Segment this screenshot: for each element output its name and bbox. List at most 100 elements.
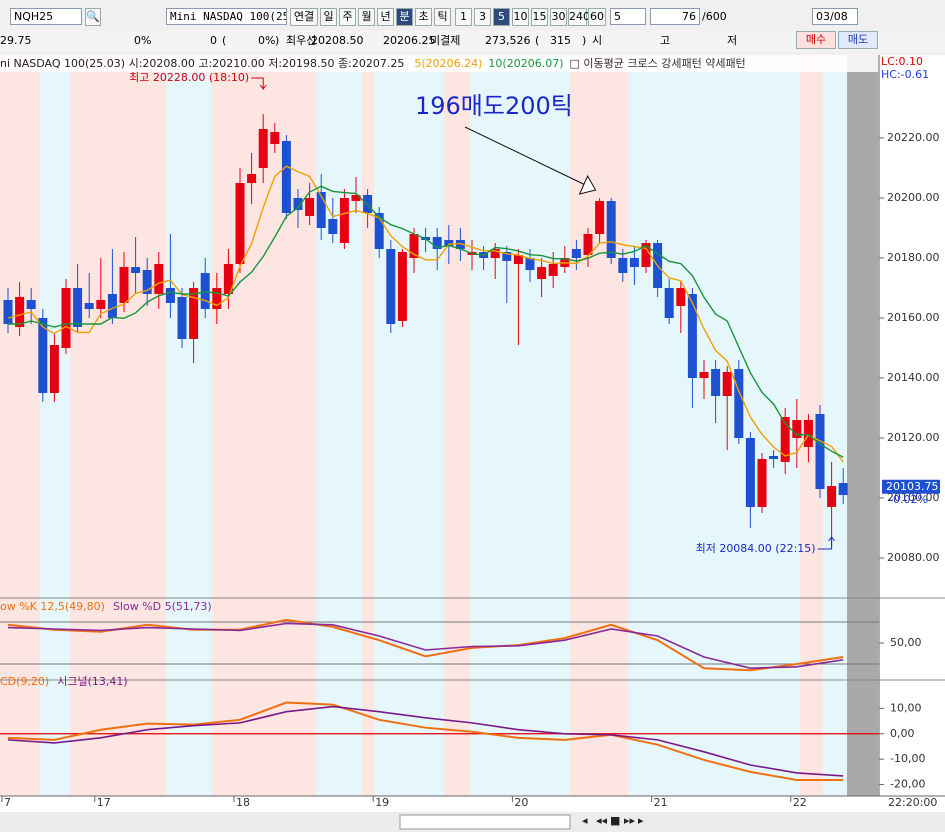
unit-button[interactable]: 주	[339, 8, 356, 26]
code-input[interactable]: NQH25	[10, 8, 82, 25]
ma-line	[7, 165, 844, 463]
indicator-line	[7, 705, 844, 777]
unit-button[interactable]: 년	[377, 8, 394, 26]
session-band	[362, 55, 374, 796]
chart-title: ni NASDAQ 100(25.03) 시:20208.00 고:20210.…	[0, 56, 746, 70]
session-band	[212, 55, 316, 796]
x-tick-label: 19	[375, 796, 389, 809]
open-label: 시	[592, 34, 603, 47]
y-tick-label: 20080.00	[887, 551, 940, 564]
y-tick-label: 10,00	[890, 701, 922, 714]
legend-entry: 5(20206.24)	[414, 57, 482, 70]
sell-button[interactable]: 매도	[838, 31, 878, 49]
period-button[interactable]: 5	[493, 8, 510, 26]
candle-body	[73, 288, 83, 327]
indicator-line	[7, 622, 844, 670]
candle-body	[815, 414, 825, 489]
indicator-line	[7, 618, 844, 672]
candle-body	[328, 219, 338, 234]
x-tick-label: 18	[236, 796, 250, 809]
candle-body	[119, 267, 129, 303]
period-button[interactable]: 10	[512, 8, 529, 26]
last-price: 20103.75	[886, 480, 939, 493]
best-ask: 20206.25	[383, 34, 436, 47]
future-area	[847, 55, 878, 796]
candle-body	[235, 183, 245, 264]
note-arrow	[464, 126, 592, 189]
candle-body	[15, 297, 25, 327]
legend-entry: 시그널(13,41)	[57, 675, 127, 688]
candle-body	[676, 288, 686, 306]
period-button[interactable]: 1	[455, 8, 472, 26]
candle-body	[212, 288, 222, 309]
legend-entry: 10(20206.07)	[488, 57, 563, 70]
paren: )	[275, 34, 280, 47]
x-tick-label: 20	[514, 796, 528, 809]
header-band	[0, 55, 880, 72]
candle-body	[154, 264, 164, 294]
candle-body	[374, 213, 384, 249]
candle-body	[281, 141, 291, 213]
low-annotation: 최저 20084.00 (22:15)	[696, 542, 816, 555]
nav-button[interactable]: ▸	[638, 814, 644, 827]
y-tick-label: 20140.00	[887, 371, 940, 384]
period-button[interactable]: 60	[588, 8, 606, 26]
best-bid: 20208.50	[311, 34, 364, 47]
period-button[interactable]: 240	[568, 8, 590, 26]
candle-body	[606, 201, 616, 258]
vol-pct: 0%	[258, 34, 276, 47]
candle-body	[757, 459, 767, 507]
nav-button[interactable]: ◂	[582, 814, 588, 827]
buy-button[interactable]: 매수	[796, 31, 836, 49]
scroll-thumb[interactable]	[399, 814, 571, 830]
period-button[interactable]: 3	[474, 8, 491, 26]
count-input[interactable]: 76	[650, 8, 700, 25]
unit-button[interactable]: 분	[396, 8, 413, 26]
period-select[interactable]: 5	[610, 8, 646, 25]
unit-button[interactable]: 월	[358, 8, 375, 26]
search-button[interactable]: 🔍	[85, 8, 101, 26]
candle-body	[26, 300, 36, 309]
date-input[interactable]: 03/08	[812, 8, 858, 25]
unit-button[interactable]: 초	[415, 8, 432, 26]
x-axis-band	[0, 796, 945, 812]
y-tick-label: 50,00	[890, 636, 922, 649]
candle-body	[200, 273, 210, 309]
oi-change: 315	[550, 34, 571, 47]
candle-body	[618, 258, 628, 273]
candle-body	[305, 198, 315, 216]
last-change: -0.02%	[889, 493, 928, 506]
candle-body	[96, 300, 106, 309]
candle-body	[827, 486, 837, 507]
paren: )	[582, 34, 587, 47]
session-band	[70, 55, 166, 796]
candle-body	[3, 300, 13, 324]
nav-button[interactable]: ◂◂	[596, 814, 608, 827]
candle-body	[131, 267, 141, 273]
ma-line	[8, 185, 844, 458]
unit-button[interactable]: 틱	[434, 8, 451, 26]
period-button[interactable]: 15	[531, 8, 548, 26]
unit-button[interactable]: 일	[320, 8, 337, 26]
session-band	[570, 55, 628, 796]
low-label: 저	[727, 34, 738, 47]
high-label: 고	[660, 34, 671, 47]
unit-button[interactable]: 연결	[290, 8, 318, 26]
candle-body	[223, 264, 233, 294]
candle-body	[699, 372, 709, 378]
best-label: 최우선	[286, 34, 317, 47]
candle-body	[548, 264, 558, 276]
nav-button[interactable]: ■	[610, 814, 620, 827]
name-input[interactable]: Mini NASDAQ 100(25.0	[166, 8, 287, 25]
candle-body	[270, 132, 280, 144]
nav-button[interactable]: ▸▸	[624, 814, 636, 827]
high-annotation: 최고 20228.00 (18:10)	[129, 71, 249, 84]
oi-label: 미결제	[430, 34, 461, 47]
candle-body	[386, 249, 396, 324]
candle-body	[397, 252, 407, 321]
quote-bar	[0, 31, 945, 51]
candle-body	[316, 192, 326, 228]
y-tick-label: 0,00	[890, 727, 915, 740]
period-button[interactable]: 30	[550, 8, 567, 26]
